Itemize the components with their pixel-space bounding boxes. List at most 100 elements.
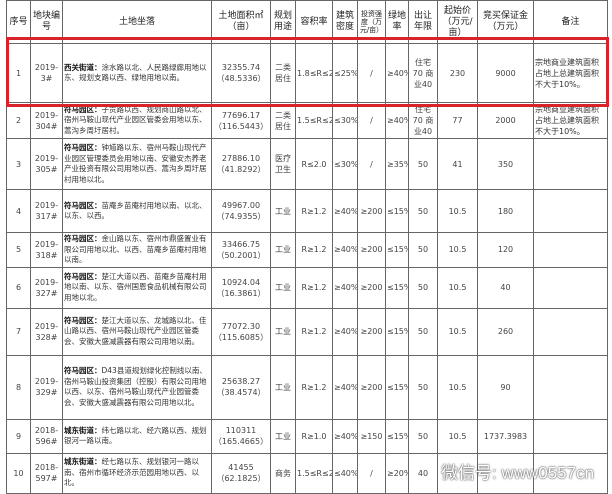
cell-green: ≥40% [385,102,409,139]
area-sqm: 10924.04 [221,277,261,287]
cell-use: 工业 [270,418,296,454]
cell-green: ≥40% [385,43,409,103]
cell-use: 工业 [270,266,296,309]
cell-deposit: 180 [477,189,534,233]
cell-note [533,189,608,233]
column-header: 出让年限 [408,0,438,44]
cell-use: 工业 [270,307,296,356]
location: 子贡路以西、规划商山路以北、宿州马鞍山现代产业园区管委会用地以东、蒿沟乡周圩居村… [64,104,207,135]
cell-far: R≥1.2 [295,232,333,268]
district: 符马园区： [64,200,102,210]
location: 金山路以东、宿州市鼎盛置业有限公司用地以北、以西、苗庵乡苗庵村用地以南。 [64,234,207,264]
district: 城东街道： [64,457,102,467]
area-sqm: 49967.00 [221,201,261,210]
cell-area: 77696.17 （116.5443） [211,102,271,139]
cell-area: 110311 （165.4665） [211,418,271,454]
cell-density: ≥40% [332,232,358,268]
cell-term: 住宅70 商业40 [408,43,438,103]
district: 符马园区： [64,104,102,114]
cell-green: ≥20% [385,452,409,494]
cell-far: R≥1.2 [295,354,333,420]
cell-invest: / [357,43,386,103]
district: 西关街道： [64,62,102,72]
cell-loc: 西关街道：涂水路以北、人民路绿廊用地以东、规划支路以西、绿地用地以南。 [62,43,212,103]
district: 符马园区： [64,366,102,375]
cell-term: 40 [408,452,438,494]
area-sqm: 77696.17 [221,110,261,120]
cell-loc: 符马园区：D43县道规划绿化控制线以南、宿州马鞍山投资集团（控股）有限公司用地以… [62,354,212,420]
cell-code: 2019-305# [30,138,63,190]
location: 楚江大道以东、龙城路以北、佳山路以西、宿州马鞍山现代产业园区管委会、安徽大盛减震… [64,315,207,346]
area-sqm: 110311 [225,426,257,435]
cell-green: ≥35% [385,138,409,190]
cell-code: 2019-327# [30,266,63,309]
cell-far: R≥1.2 [295,189,333,233]
area-mu: （115.6085） [213,332,269,342]
cell-no: 3 [6,138,31,190]
cell-density: ≤25% [332,43,358,103]
area-mu: （48.5336） [216,74,266,83]
cell-use: 工业 [270,354,296,420]
cell-term: 50 [408,266,438,309]
header-row: 序号 地块编号 土地坐落 土地面积㎡（亩） 规划用途 容积率 建筑密度 投资强度（万元/亩）绿… [6,0,608,44]
cell-price: 10.5 [437,266,478,309]
table-row: 7 2019-328# 符马园区：楚江大道以东、龙城路以北、佳山路以西、宿州马鞍山现… [6,307,608,356]
cell-price: 10.5 [437,354,478,420]
cell-no: 6 [6,266,31,309]
cell-no: 9 [6,418,31,454]
cell-far: R≥1.0 [295,418,333,454]
cell-far: 1.5≤R≤2.0 [295,102,333,139]
cell-use: 商务 [270,452,296,494]
cell-deposit: 40 [477,266,534,309]
table-row: 8 2019-329# 符马园区：D43县道规划绿化控制线以南、宿州马鞍山投资集团（… [6,354,608,420]
area-sqm: 77072.30 [221,321,261,331]
cell-invest: ≥150 [357,418,386,454]
cell-no: 5 [6,232,31,268]
cell-green: ≤15% [385,232,409,268]
cell-far: 1.8≤R≤2.2 [295,43,333,103]
location: 涂水路以北、人民路绿廊用地以东、规划支路以西、绿地用地以南。 [64,62,207,83]
cell-invest: / [357,102,386,139]
area-sqm: 25638.27 [221,377,261,386]
cell-deposit: 260 [477,307,534,356]
table-row: 4 2019-317# 符马园区：苗庵乡苗庵村用地以南、以北、以东、以西。 49967… [6,189,608,233]
cell-invest: / [357,452,386,494]
cell-far: 1.5≤R≤2.5 [295,452,333,494]
cell-green: ≤15% [385,307,409,356]
cell-no: 8 [6,354,31,420]
cell-area: 25638.27 （38.4574） [211,354,271,420]
area-mu: （16.3861） [216,288,266,298]
cell-density: ≥40% [332,354,358,420]
cell-use: 二类居住 [270,43,296,103]
area-mu: （41.8292） [216,165,266,174]
cell-loc: 符马园区：楚江大道以东、龙城路以北、佳山路以西、宿州马鞍山现代产业园区管委会、安… [62,307,212,356]
cell-area: 49967.00 （74.9355） [211,189,271,233]
cell-note [533,232,608,268]
cell-far: R≥1.2 [295,266,333,309]
cell-area: 33466.75 （50.2001） [211,232,271,268]
cell-code: 2019-3# [30,43,63,103]
area-sqm: 32355.74 [221,63,261,72]
district: 符马园区： [64,271,102,281]
table-row: 6 2019-327# 符马园区：楚江大道以西、苗庵乡苗庵村用地以南、以东、宿州国恩… [6,266,608,309]
cell-code: 2019-304# [30,102,63,139]
district: 符马园区： [64,234,102,243]
cell-far: R≥1.2 [295,307,333,356]
district: 城东街道： [64,425,102,435]
cell-area: 10924.04 （16.3861） [211,266,271,309]
cell-density: ≥40% [332,307,358,356]
table-row: 3 2019-305# 符马园区：钟馗路以东、宿州马鞍山现代产业园区管理委员会用地以… [6,138,608,190]
cell-deposit: 2000 [477,102,534,139]
cell-density: ≥40% [332,418,358,454]
location: 苗庵乡苗庵村用地以南、以北、以东、以西。 [64,200,207,221]
cell-code: 2019-318# [30,232,63,268]
cell-green: ≤15% [385,266,409,309]
cell-area: 41455 （62.1825） [211,452,271,494]
location: 纬七路以北、经六路以西、规划银河一路以南。 [64,425,207,446]
cell-price: 10.5 [437,232,478,268]
watermark: 微信号: www0557cn [441,463,595,483]
cell-term: 50 [408,189,438,233]
column-header: 绿地率 [385,0,409,44]
column-header: 序号 [6,0,31,44]
cell-area: 77072.30 （115.6085） [211,307,271,356]
